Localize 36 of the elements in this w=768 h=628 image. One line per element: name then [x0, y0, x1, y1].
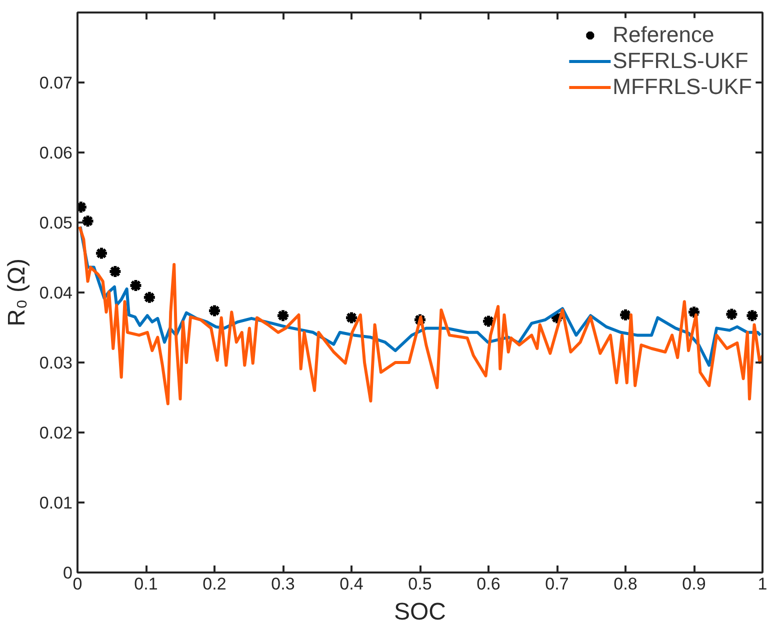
x-tick-label: 1	[758, 574, 768, 594]
point	[618, 308, 632, 322]
point	[142, 290, 156, 304]
point	[745, 308, 760, 323]
y-tick-label: 0.06	[39, 144, 73, 162]
x-tick-label: 0.4	[340, 574, 364, 594]
x-tick-label: 0.9	[682, 574, 706, 594]
point	[108, 264, 122, 278]
legend-label: MFFRLS-UKF	[612, 74, 752, 100]
y-tick-label: 0.01	[39, 494, 73, 512]
y-tick-label: 0.02	[39, 424, 73, 442]
line-series	[78, 225, 762, 406]
point	[344, 310, 358, 325]
x-tick-label: 0.3	[271, 574, 295, 594]
y-tick-label: 0.03	[39, 354, 73, 372]
x-axis-title: SOC	[394, 598, 446, 626]
point	[80, 214, 95, 228]
y-tick-label: 0.04	[39, 284, 73, 302]
point	[724, 307, 739, 322]
point	[128, 278, 143, 292]
point	[482, 314, 496, 328]
point	[687, 305, 701, 320]
x-tick-label: 0.7	[545, 574, 569, 594]
x-tick-label: 0.5	[408, 574, 432, 594]
x-tick-label: 0.8	[614, 574, 638, 594]
x-tick-label: 0.2	[202, 574, 226, 594]
point	[276, 308, 290, 323]
legend-label: SFFRLS-UKF	[612, 48, 748, 74]
x-tick-label: 0.1	[134, 574, 158, 594]
point	[208, 304, 222, 318]
legend-label: Reference	[612, 22, 714, 48]
point	[94, 246, 108, 260]
y-tick-label: 0.07	[39, 74, 73, 92]
y-axis-title: R₀ (Ω)	[3, 258, 30, 326]
x-tick-label: 0.6	[476, 574, 500, 594]
y-tick-label: 0.05	[39, 214, 73, 232]
